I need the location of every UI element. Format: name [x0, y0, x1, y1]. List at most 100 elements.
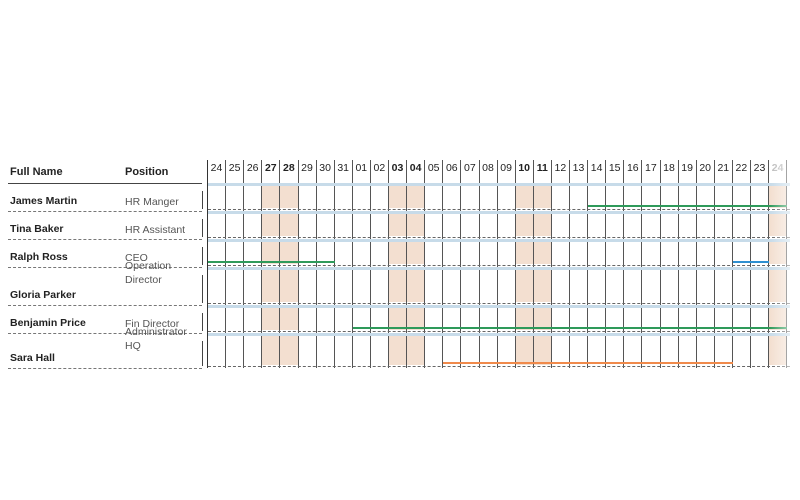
day-column-line: [442, 160, 444, 368]
row-separator: [8, 305, 202, 306]
weekend-cell: [407, 336, 426, 365]
day-label: 01: [355, 162, 368, 174]
weekend-cell: [280, 336, 299, 365]
day-column-line: [424, 160, 426, 368]
day-label: 04: [409, 162, 422, 174]
day-column-line: [768, 160, 770, 368]
day-column-line: [243, 160, 245, 368]
row-grid-separator: [208, 303, 790, 304]
weekend-cell: [533, 214, 552, 236]
day-column-line: [406, 160, 408, 368]
employee-name: Tina Baker: [10, 223, 64, 235]
absence-bar[interactable]: [588, 205, 788, 207]
day-column-line: [532, 160, 534, 368]
weekend-cell: [407, 214, 426, 236]
weekend-cell: [280, 214, 299, 236]
weekend-cell: [389, 242, 408, 264]
row-divider: [202, 275, 203, 303]
row-top-band: [208, 267, 790, 270]
row-divider: [202, 191, 203, 209]
weekend-cell: [515, 270, 534, 302]
day-column-line: [605, 160, 607, 368]
day-column-line: [550, 160, 552, 368]
day-column-line: [569, 160, 570, 368]
row-grid-separator: [208, 209, 790, 210]
row-separator: [8, 239, 202, 240]
day-column-line: [207, 160, 208, 368]
day-label: 24: [210, 162, 223, 174]
day-column-line: [731, 160, 733, 368]
weekend-cell: [389, 270, 408, 302]
row-top-band: [208, 211, 790, 214]
day-column-line: [623, 160, 625, 368]
day-label: 14: [590, 162, 603, 174]
day-column-line: [279, 160, 281, 368]
row-separator: [8, 267, 202, 268]
weekend-cell: [533, 270, 552, 302]
day-column-line: [460, 160, 462, 368]
weekend-cell: [262, 336, 281, 365]
day-column-line: [297, 160, 299, 368]
day-column-line: [315, 160, 317, 368]
weekend-cell: [407, 270, 426, 302]
weekend-cell: [533, 308, 552, 330]
day-label: 21: [717, 162, 730, 174]
weekend-cell: [389, 336, 408, 365]
day-column-line: [478, 160, 480, 368]
header-separator: [8, 183, 202, 184]
row-separator: [8, 368, 202, 369]
day-label: 16: [626, 162, 639, 174]
row-divider: [202, 313, 203, 331]
row-top-band: [208, 239, 790, 242]
day-label: 26: [246, 162, 259, 174]
row-grid-separator: [208, 366, 790, 367]
employee-name: Benjamin Price: [10, 317, 86, 329]
row-divider: [202, 247, 203, 265]
weekend-cell: [389, 214, 408, 236]
weekend-cell: [515, 336, 534, 365]
day-label: 12: [554, 162, 567, 174]
day-label: 22: [735, 162, 748, 174]
weekend-cell: [515, 308, 534, 330]
day-column-line: [641, 160, 643, 368]
day-label: 15: [608, 162, 621, 174]
day-column-line: [695, 160, 697, 368]
employee-position: Operation Director: [125, 260, 172, 286]
absence-bar[interactable]: [443, 362, 733, 364]
weekend-cell: [262, 270, 281, 302]
day-label: 17: [645, 162, 657, 174]
day-label: 27: [264, 162, 277, 174]
employee-name: James Martin: [10, 195, 78, 207]
day-column-line: [369, 160, 371, 368]
scroll-fade-edge: [770, 150, 800, 380]
row-grid-separator: [208, 331, 790, 332]
weekend-cell: [515, 242, 534, 264]
day-column-line: [388, 160, 389, 368]
full-name-header: Full Name: [10, 166, 63, 178]
weekend-cell: [280, 308, 299, 330]
weekend-cell: [407, 308, 426, 330]
position-header: Position: [125, 166, 169, 178]
absence-bar[interactable]: [732, 261, 770, 263]
absence-bar[interactable]: [208, 261, 335, 263]
weekend-cell: [515, 186, 534, 208]
day-column-line: [333, 160, 335, 368]
day-column-line: [677, 160, 679, 368]
row-divider: [202, 219, 203, 237]
day-label: 30: [319, 162, 331, 174]
day-label: 31: [337, 162, 350, 174]
employee-position: HR Assistant: [125, 224, 186, 236]
weekend-cell: [533, 186, 552, 208]
day-label: 06: [445, 162, 458, 174]
day-label: 10: [518, 162, 531, 174]
employee-position: HR Manger: [125, 196, 179, 208]
day-label: 07: [464, 162, 476, 174]
employee-position: Administrator HQ: [125, 326, 187, 352]
employee-name: Sara Hall: [10, 352, 55, 364]
day-label: 25: [228, 162, 241, 174]
weekend-cell: [515, 214, 534, 236]
day-label: 23: [753, 162, 766, 174]
absence-bar[interactable]: [352, 327, 788, 329]
day-column-line: [514, 160, 516, 368]
day-label: 28: [283, 162, 295, 174]
